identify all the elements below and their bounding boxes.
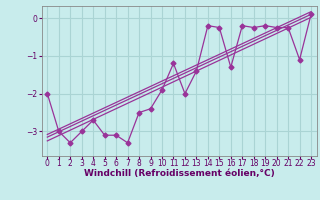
- X-axis label: Windchill (Refroidissement éolien,°C): Windchill (Refroidissement éolien,°C): [84, 169, 275, 178]
